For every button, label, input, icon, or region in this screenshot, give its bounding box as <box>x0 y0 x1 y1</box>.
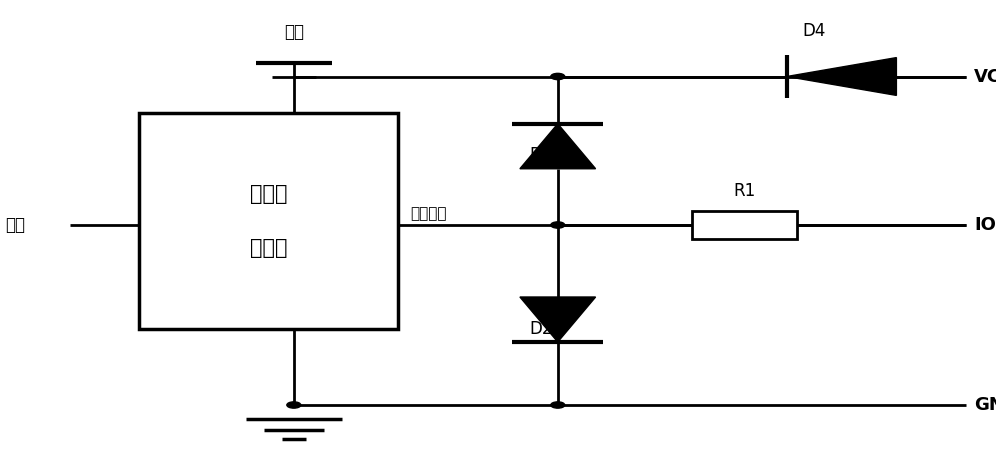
Text: 电流输出: 电流输出 <box>410 206 447 221</box>
Bar <box>692 212 797 239</box>
Polygon shape <box>520 124 596 169</box>
Text: 输出级: 输出级 <box>250 238 288 257</box>
Text: D4: D4 <box>803 22 826 40</box>
Text: 输入: 输入 <box>5 216 25 234</box>
Text: 电源: 电源 <box>284 22 304 40</box>
Circle shape <box>551 73 565 80</box>
Text: R1: R1 <box>733 182 756 200</box>
Polygon shape <box>787 58 896 95</box>
Bar <box>139 112 398 328</box>
Text: VCC: VCC <box>974 68 996 86</box>
Circle shape <box>287 402 301 408</box>
Text: 变送器: 变送器 <box>250 184 288 203</box>
Circle shape <box>551 402 565 408</box>
Text: IOUT: IOUT <box>974 216 996 234</box>
Text: GND: GND <box>974 396 996 414</box>
Text: D2: D2 <box>529 320 553 338</box>
Circle shape <box>551 222 565 228</box>
Polygon shape <box>520 297 596 342</box>
Text: D1: D1 <box>529 146 553 164</box>
